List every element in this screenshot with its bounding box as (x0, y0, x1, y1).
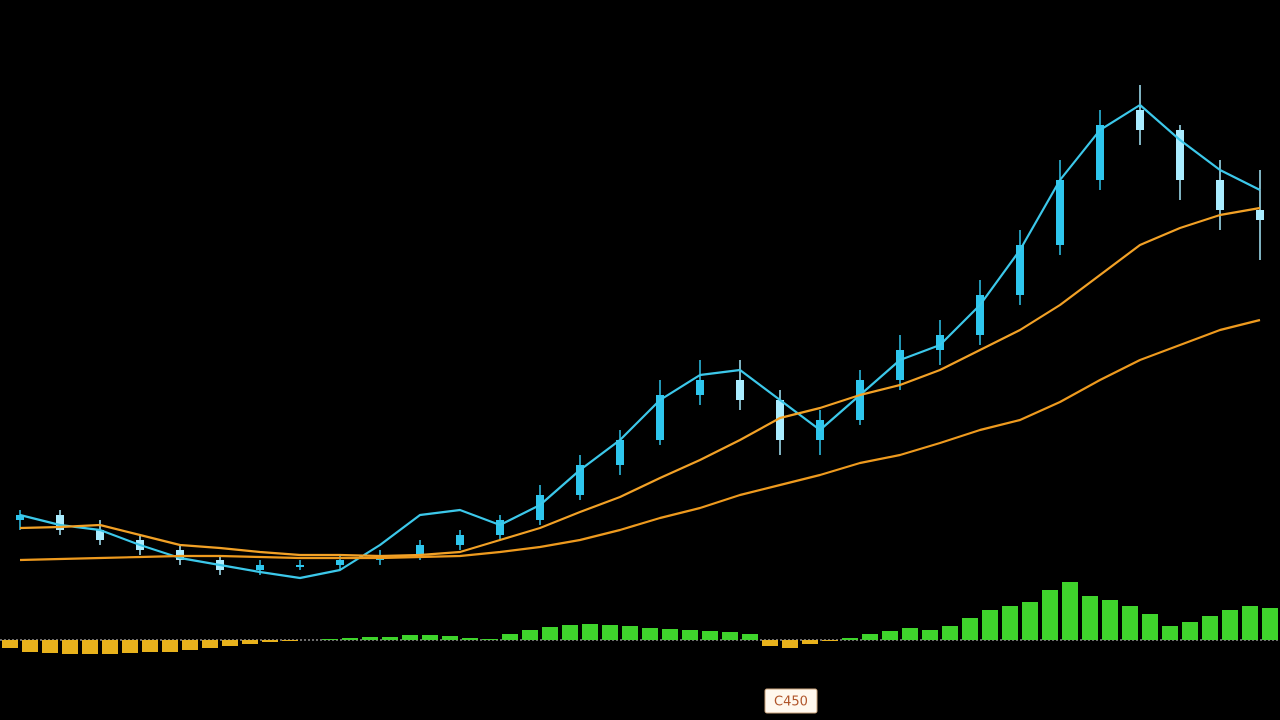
candle-body (696, 380, 704, 395)
histogram-bar (822, 640, 838, 641)
histogram-bar (1002, 606, 1018, 640)
histogram-bar (162, 640, 178, 652)
histogram-bar (842, 638, 858, 640)
histogram-bar (342, 638, 358, 640)
candle-body (736, 380, 744, 400)
histogram-bar (762, 640, 778, 646)
candle-body (576, 465, 584, 495)
histogram-bar (1042, 590, 1058, 640)
histogram-bar (642, 628, 658, 640)
candle-body (96, 530, 104, 540)
candle-body (1056, 180, 1064, 245)
histogram-bar (1262, 608, 1278, 640)
histogram-bar (702, 631, 718, 640)
histogram-bar (862, 634, 878, 640)
candle-body (416, 545, 424, 555)
histogram-bar (662, 629, 678, 640)
candle-body (496, 520, 504, 535)
candle-body (256, 565, 264, 570)
histogram-bar (742, 634, 758, 640)
histogram-bar (142, 640, 158, 652)
histogram-bar (2, 640, 18, 648)
candle-body (1216, 180, 1224, 210)
candle-body (856, 380, 864, 420)
histogram-bar (62, 640, 78, 654)
candle-body (296, 565, 304, 567)
histogram-bar (322, 639, 338, 640)
histogram-bar (1142, 614, 1158, 640)
histogram-bar (922, 630, 938, 640)
histogram-bar (1062, 582, 1078, 640)
candle-body (456, 535, 464, 545)
histogram-bar (962, 618, 978, 640)
histogram-bar (622, 626, 638, 640)
candle-body (1096, 125, 1104, 180)
histogram-bar (782, 640, 798, 648)
histogram-bar (942, 626, 958, 640)
histogram-bar (562, 625, 578, 640)
histogram-bar (1202, 616, 1218, 640)
histogram-bar (502, 634, 518, 640)
histogram-bar (602, 625, 618, 640)
histogram-bar (462, 638, 478, 640)
histogram-bar (42, 640, 58, 653)
histogram-bar (442, 636, 458, 640)
histogram-bar (1122, 606, 1138, 640)
annotation-box (764, 688, 818, 714)
candle-body (976, 295, 984, 335)
histogram-bar (242, 640, 258, 644)
histogram-bar (1222, 610, 1238, 640)
histogram-bar (1182, 622, 1198, 640)
candle-body (616, 440, 624, 465)
histogram-bar (362, 637, 378, 640)
histogram-bar (422, 635, 438, 640)
candle-body (656, 395, 664, 440)
histogram-bar (1082, 596, 1098, 640)
histogram-bar (402, 635, 418, 640)
candle-body (776, 400, 784, 440)
histogram-bar (1022, 602, 1038, 640)
histogram-bar (582, 624, 598, 640)
histogram-bar (182, 640, 198, 650)
histogram-bar (802, 640, 818, 644)
moving-average-line (19, 318, 1261, 562)
histogram-bar (882, 631, 898, 640)
histogram-bar (262, 640, 278, 642)
candle-body (1256, 210, 1264, 220)
candle-body (336, 560, 344, 565)
candle-body (56, 515, 64, 530)
histogram-bar (102, 640, 118, 654)
histogram-bar (522, 630, 538, 640)
histogram-bar (902, 628, 918, 640)
histogram-bar (122, 640, 138, 653)
candle-body (936, 335, 944, 350)
candle-body (1136, 110, 1144, 130)
candle-body (1176, 130, 1184, 180)
histogram-bar (722, 632, 738, 640)
histogram-bar (482, 639, 498, 640)
histogram-bar (682, 630, 698, 640)
histogram-bar (1102, 600, 1118, 640)
histogram-bar (82, 640, 98, 654)
histogram-bar (202, 640, 218, 648)
histogram-bar (382, 637, 398, 640)
moving-average-line (19, 103, 1261, 580)
histogram-bar (982, 610, 998, 640)
candle-body (896, 350, 904, 380)
candle-body (1016, 245, 1024, 295)
histogram-bar (22, 640, 38, 652)
annotation: C450 (774, 695, 808, 710)
histogram-bar (1162, 626, 1178, 640)
histogram-bar (282, 640, 298, 641)
histogram-bar (542, 627, 558, 640)
moving-average-line (19, 206, 1261, 558)
candle-body (536, 495, 544, 520)
candle-body (16, 515, 24, 520)
histogram-bar (1242, 606, 1258, 640)
histogram-bar (222, 640, 238, 646)
